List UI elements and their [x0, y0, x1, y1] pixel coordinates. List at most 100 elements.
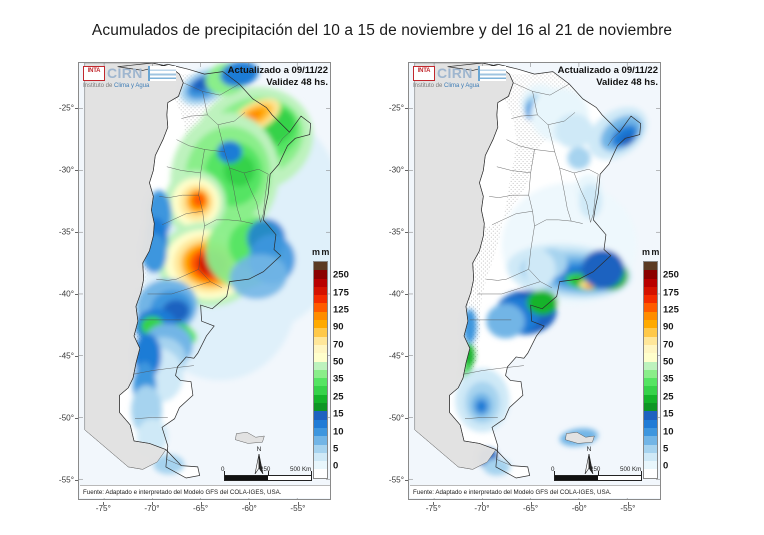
precip-contour: [217, 140, 243, 164]
axis-x-label: -70°: [144, 504, 160, 513]
legend-colorramp-right: [643, 261, 658, 479]
map-frame-right[interactable]: CIRN Instituto de Clima y Agua Actualiza…: [408, 62, 661, 500]
legend-swatch: [314, 278, 327, 287]
legend-swatch: [314, 452, 327, 462]
legend-unit-right: mm: [642, 247, 661, 257]
legend-tick-label: 35: [333, 373, 344, 385]
legend-swatch: [314, 336, 327, 345]
legend-tick-label: 175: [333, 287, 349, 299]
page-title: Acumulados de precipitación del 10 a 15 …: [91, 22, 673, 39]
legend-tick-label: 175: [663, 287, 679, 299]
axis-y-label: -45°: [58, 351, 74, 361]
north-label-left: N: [256, 446, 262, 453]
legend-swatch: [644, 461, 657, 470]
axis-x-label: -75°: [425, 504, 441, 513]
legend-swatch: [644, 278, 657, 287]
precip-contour: [191, 192, 206, 208]
axis-y-label: -35°: [388, 227, 404, 237]
legend-tick-label: 50: [333, 356, 344, 368]
axis-x-left: -75° -70° -65° -60° -55°: [78, 502, 331, 518]
scalebar-right: N 0 250 500 Km: [540, 446, 652, 481]
axis-x-label: -65°: [193, 504, 209, 513]
legend-tick-label: 90: [333, 321, 344, 333]
legend-tick-label: 250: [333, 269, 349, 281]
scalebar-mid-left: 250: [260, 466, 271, 473]
legend-swatch: [314, 419, 327, 428]
axis-x-label: -60°: [571, 504, 587, 513]
legend-swatch: [644, 469, 657, 478]
legend-swatch: [644, 286, 657, 296]
legend-tick-label: 25: [663, 391, 674, 403]
legend-swatch: [314, 378, 327, 387]
precip-contour: [486, 303, 525, 339]
precipitation-map-left[interactable]: [79, 63, 330, 499]
legend-swatch: [644, 295, 657, 304]
legend-swatch: [644, 270, 657, 279]
legend-tick-label: 70: [333, 339, 344, 351]
legend-tick-label: 15: [663, 408, 674, 420]
legend-swatch: [644, 336, 657, 345]
north-arrow-icon-right: N: [582, 446, 596, 474]
legend-tick-label: 10: [663, 426, 674, 438]
legend-swatch: [314, 403, 327, 412]
legend-tick-label: 0: [333, 460, 339, 472]
north-arrow-glyph: [254, 454, 264, 474]
legend-tick-label: 50: [663, 356, 674, 368]
legend-swatch: [314, 436, 327, 445]
legend-swatch: [314, 286, 327, 296]
legend-swatch: [314, 461, 327, 470]
precipitation-map-right[interactable]: [409, 63, 660, 499]
legend-swatch: [314, 361, 327, 370]
legend-swatch: [644, 353, 657, 362]
map-panel-left: -25° -30° -35° -40° -45° -50° -55° CIRN Instit…: [48, 62, 349, 513]
map-panel-right: -25° -30° -35° -40° -45° -50° -55° CIRN Instit…: [378, 62, 679, 513]
legend-swatch: [644, 452, 657, 462]
legend-tick-label: 90: [663, 321, 674, 333]
legend-unit-left: mm: [312, 247, 331, 257]
legend-swatch: [314, 295, 327, 304]
axis-y-label: -25°: [388, 103, 404, 113]
axis-y-right: -25° -30° -35° -40° -45° -50° -55°: [378, 62, 408, 500]
precip-contour: [475, 399, 488, 414]
axis-x-label: -55°: [290, 504, 306, 513]
scalebar-max-right: 500 Km: [620, 466, 642, 473]
legend-swatch: [644, 361, 657, 370]
legend-swatch: [314, 369, 327, 379]
axis-y-label: -25°: [58, 103, 74, 113]
legend-swatch: [314, 394, 327, 404]
legend-swatch: [644, 328, 657, 337]
legend-swatch: [644, 403, 657, 412]
legend-swatch: [644, 419, 657, 428]
axis-y-label: -30°: [388, 165, 404, 175]
scalebar-max-left: 500 Km: [290, 466, 312, 473]
precip-contour: [581, 249, 625, 290]
precip-contour: [220, 63, 259, 87]
legend-swatch: [314, 270, 327, 279]
axis-x-right: -75° -70° -65° -60° -55°: [408, 502, 661, 518]
precip-contour: [524, 250, 556, 288]
legend-swatch: [644, 311, 657, 321]
precip-contour: [526, 290, 558, 315]
precip-contour: [554, 113, 594, 149]
legend-swatch: [314, 386, 327, 395]
scalebar-mid-right: 250: [590, 466, 601, 473]
legend-swatch: [644, 303, 657, 312]
axis-y-label: -45°: [388, 351, 404, 361]
legend-swatch: [644, 369, 657, 379]
legend-swatch: [644, 394, 657, 404]
legend-colorramp-left: [313, 261, 328, 479]
map-frame-left[interactable]: CIRN Instituto de Clima y Agua Actualiza…: [78, 62, 331, 500]
legend-swatch: [314, 344, 327, 354]
legend-swatch: [644, 344, 657, 354]
scalebar-left: N 0 250 500 Km: [210, 446, 322, 481]
legend-labels-right: 250 175 125 90 70 50 35 25 15 10 5 0: [661, 261, 687, 479]
legend-swatch: [314, 411, 327, 420]
legend-tick-label: 250: [663, 269, 679, 281]
map-source-right: Fuente: Adaptado e interpretado del Mode…: [410, 485, 660, 498]
precip-contour: [620, 133, 635, 146]
axis-y-label: -50°: [388, 413, 404, 423]
north-label-right: N: [586, 446, 592, 453]
axis-y-label: -35°: [58, 227, 74, 237]
north-arrow-glyph-right: [584, 454, 594, 474]
legend-tick-label: 70: [663, 339, 674, 351]
